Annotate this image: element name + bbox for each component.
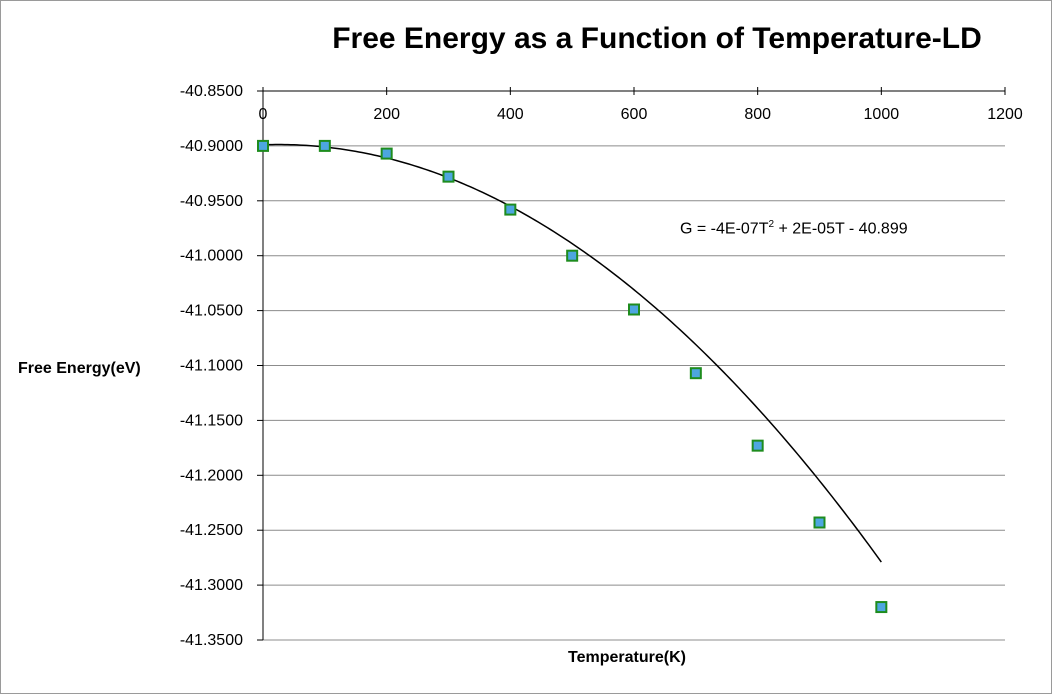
y-tick-label: -41.1500 — [180, 412, 243, 429]
y-tick-label: -40.8500 — [180, 83, 243, 100]
data-point — [380, 147, 393, 160]
y-tick-label: -40.9500 — [180, 193, 243, 210]
data-point — [628, 303, 640, 316]
y-tick-label: -41.2500 — [180, 522, 243, 539]
data-point — [751, 439, 764, 452]
x-axis-title: Temperature(K) — [568, 649, 686, 666]
data-point — [442, 170, 455, 183]
x-tick-label: 1200 — [987, 106, 1023, 123]
data-point — [566, 249, 579, 262]
y-tick-label: -41.0000 — [180, 248, 243, 265]
y-tick-label: -41.3500 — [180, 632, 243, 649]
trendline-equation-exponent: 2 — [768, 219, 775, 230]
x-tick-label: 0 — [259, 106, 268, 123]
y-tick-label: -41.0500 — [180, 303, 243, 320]
trendline-equation: G = -4E-07T2 + 2E-05T - 40.899 — [680, 219, 908, 238]
x-tick-label: 800 — [744, 106, 771, 123]
data-point — [689, 367, 702, 380]
x-tick-label: 600 — [621, 106, 648, 123]
x-tick-label: 400 — [497, 106, 524, 123]
data-point — [318, 139, 331, 152]
data-point — [504, 203, 517, 216]
data-point — [257, 139, 269, 152]
trendline-curve — [262, 143, 882, 563]
y-axis-title: Free Energy(eV) — [18, 360, 141, 377]
data-point — [813, 516, 826, 529]
y-tick-label: -41.1000 — [180, 358, 243, 375]
y-tick-label: -41.2000 — [180, 467, 243, 484]
trendline-equation-prefix: G = -4E-07T — [680, 220, 769, 238]
x-tick-label: 1000 — [864, 106, 900, 123]
x-tick-label: 200 — [373, 106, 400, 123]
y-tick-label: -41.3000 — [180, 577, 243, 594]
chart-title: Free Energy as a Function of Temperature… — [332, 22, 982, 55]
data-point — [875, 601, 888, 614]
y-tick-label: -40.9000 — [180, 138, 243, 155]
trendline-equation-suffix: + 2E-05T - 40.899 — [774, 220, 908, 238]
